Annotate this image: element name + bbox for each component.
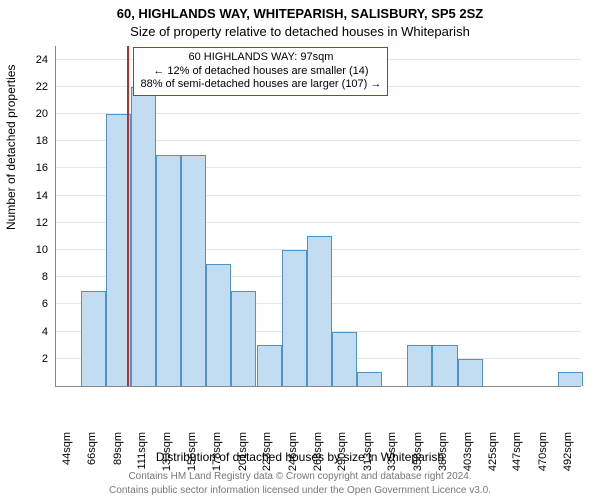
histogram-bar [307,236,332,386]
histogram-bar [407,345,432,386]
y-tick-label: 8 [42,271,48,283]
chart-title-main: 60, HIGHLANDS WAY, WHITEPARISH, SALISBUR… [0,6,600,21]
histogram-bar [206,264,231,386]
y-tick-label: 14 [36,190,48,202]
y-tick-label: 10 [36,244,48,256]
histogram-bar [282,250,307,386]
histogram-bar [357,372,382,386]
y-tick-label: 22 [36,81,48,93]
y-tick-label: 24 [36,54,48,66]
histogram-bar [156,155,181,386]
property-size-chart: 60, HIGHLANDS WAY, WHITEPARISH, SALISBUR… [0,0,600,500]
footer-copyright-1: Contains HM Land Registry data © Crown c… [0,471,600,482]
y-tick-label: 18 [36,135,48,147]
histogram-bar [257,345,282,386]
y-tick-label: 20 [36,108,48,120]
histogram-bar [458,359,483,386]
y-tick-label: 4 [42,326,48,338]
y-tick-label: 6 [42,298,48,310]
y-tick-label: 2 [42,353,48,365]
histogram-bar [558,372,583,386]
annotation-line: ← 12% of detached houses are smaller (14… [140,65,381,79]
histogram-bar [181,155,206,386]
histogram-bar [131,87,156,386]
plot-area: 60 HIGHLANDS WAY: 97sqm← 12% of detached… [55,46,581,387]
histogram-bar [81,291,106,386]
property-marker-line [127,46,129,386]
histogram-bar [432,345,457,386]
x-axis-label: Distribution of detached houses by size … [0,450,600,464]
y-tick-label: 16 [36,162,48,174]
histogram-bar [231,291,256,386]
y-axis-label: Number of detached properties [4,65,18,230]
y-tick-label: 12 [36,217,48,229]
footer-copyright-2: Contains public sector information licen… [0,485,600,496]
annotation-box: 60 HIGHLANDS WAY: 97sqm← 12% of detached… [133,47,388,96]
annotation-line: 60 HIGHLANDS WAY: 97sqm [140,51,381,65]
histogram-bar [332,332,357,386]
chart-title-sub: Size of property relative to detached ho… [0,24,600,39]
annotation-line: 88% of semi-detached houses are larger (… [140,78,381,92]
